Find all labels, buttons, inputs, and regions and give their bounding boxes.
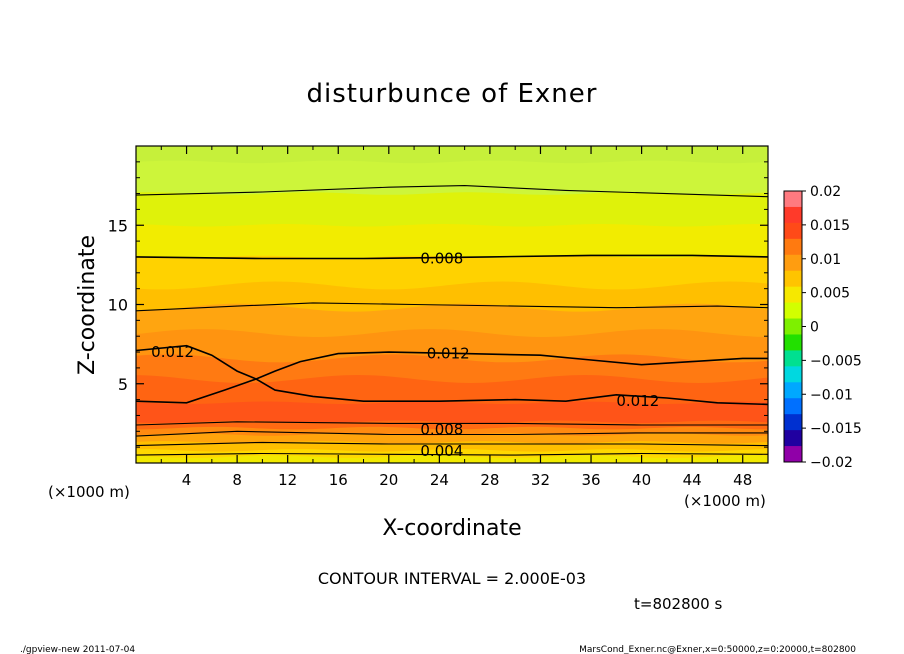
- contour-label: 0.012: [151, 343, 194, 361]
- contour-line: [136, 378, 768, 406]
- x-tick-label: 44: [683, 471, 702, 489]
- x-tick-label: 36: [581, 471, 600, 489]
- colorbar-label: −0.015: [810, 421, 862, 437]
- colorbar-swatch: [784, 286, 802, 304]
- colorbar-label: −0.01: [810, 387, 853, 403]
- x-tick-label: 12: [278, 471, 297, 489]
- contour-lines: [136, 185, 768, 456]
- x-tick-label: 4: [182, 471, 192, 489]
- colorbar-label: 0.02: [810, 184, 841, 200]
- colorbar-swatch: [784, 366, 802, 383]
- colorbar-label: −0.02: [810, 455, 853, 471]
- x-axis-unit-left: (×1000 m): [48, 483, 130, 501]
- contour-line: [136, 421, 768, 426]
- x-axis-label: X-coordinate: [382, 516, 521, 541]
- colorbar-swatch: [784, 414, 802, 431]
- colorbar-swatch: [784, 222, 802, 240]
- contour-label: 0.012: [427, 344, 470, 362]
- contour-band-top: [136, 146, 768, 164]
- colorbar-swatch: [784, 191, 802, 208]
- colorbar-swatch: [784, 302, 802, 320]
- contour-label: 0.008: [420, 249, 463, 267]
- x-tick-label: 8: [232, 471, 242, 489]
- contour-label: 0.008: [420, 420, 463, 438]
- colorbar-swatch: [784, 238, 802, 256]
- y-tick-label: 15: [108, 216, 128, 235]
- contour-label-group: 0.012 0.012 0.012 0.008 0.008 0.004: [151, 249, 659, 460]
- colorbar-swatch: [784, 334, 802, 351]
- x-axis-unit-right: (×1000 m): [684, 492, 766, 510]
- y-axis-ticks: 5 10 15: [108, 161, 768, 448]
- colorbar-label: 0.01: [810, 252, 841, 268]
- y-tick-label: 10: [108, 296, 128, 315]
- contour-line: [136, 302, 768, 312]
- contour-line: [136, 344, 768, 380]
- colorbar-label: 0.005: [810, 286, 850, 302]
- contour-line: [136, 452, 768, 456]
- contour-label: 0.004: [420, 442, 463, 460]
- x-tick-label: 32: [531, 471, 550, 489]
- colorbar: 0.02 0.015 0.01 0.005 0 −0.005 −0.01 −0.015 −0.0…: [783, 184, 862, 471]
- colorbar-label: 0: [810, 320, 819, 336]
- x-tick-label: 20: [379, 471, 398, 489]
- colorbar-swatch: [784, 430, 802, 447]
- contour-line: [136, 185, 768, 198]
- x-tick-label: 40: [632, 471, 651, 489]
- chart-title: disturbunce of Exner: [307, 79, 598, 109]
- x-tick-label: 48: [733, 471, 752, 489]
- colorbar-label: 0.015: [810, 218, 850, 234]
- time-label: t=802800 s: [634, 595, 722, 613]
- colorbar-swatch: [784, 382, 802, 399]
- contour-line: [136, 430, 768, 437]
- y-axis-label: Z-coordinate: [75, 235, 100, 375]
- colorbar-swatch: [784, 398, 802, 415]
- x-tick-label: 16: [329, 471, 348, 489]
- x-tick-label: 24: [430, 471, 449, 489]
- colorbar-swatch: [784, 270, 802, 288]
- colorbar-swatch: [784, 350, 802, 367]
- contour-interval: CONTOUR INTERVAL = 2.000E-03: [318, 569, 586, 588]
- contour-label: 0.012: [616, 392, 659, 410]
- colorbar-swatch: [784, 446, 802, 463]
- colorbar-swatch: [784, 318, 802, 335]
- footer-left: ./gpview-new 2011-07-04: [20, 645, 135, 654]
- colorbar-swatch: [784, 206, 802, 224]
- footer-right: MarsCond_Exner.nc@Exner,x=0:50000,z=0:20…: [579, 645, 856, 654]
- y-tick-label: 5: [118, 375, 128, 394]
- contour-band: [136, 455, 768, 463]
- contour-line: [136, 254, 768, 260]
- colorbar-label: −0.005: [810, 353, 862, 369]
- x-axis-ticks: 4 8 12 16 20 24 28 32 36 40 44 48: [160, 146, 752, 489]
- x-tick-label: 28: [480, 471, 499, 489]
- filled-contour-bands: [136, 146, 768, 463]
- contour-line: [136, 441, 768, 447]
- colorbar-swatch: [784, 254, 802, 272]
